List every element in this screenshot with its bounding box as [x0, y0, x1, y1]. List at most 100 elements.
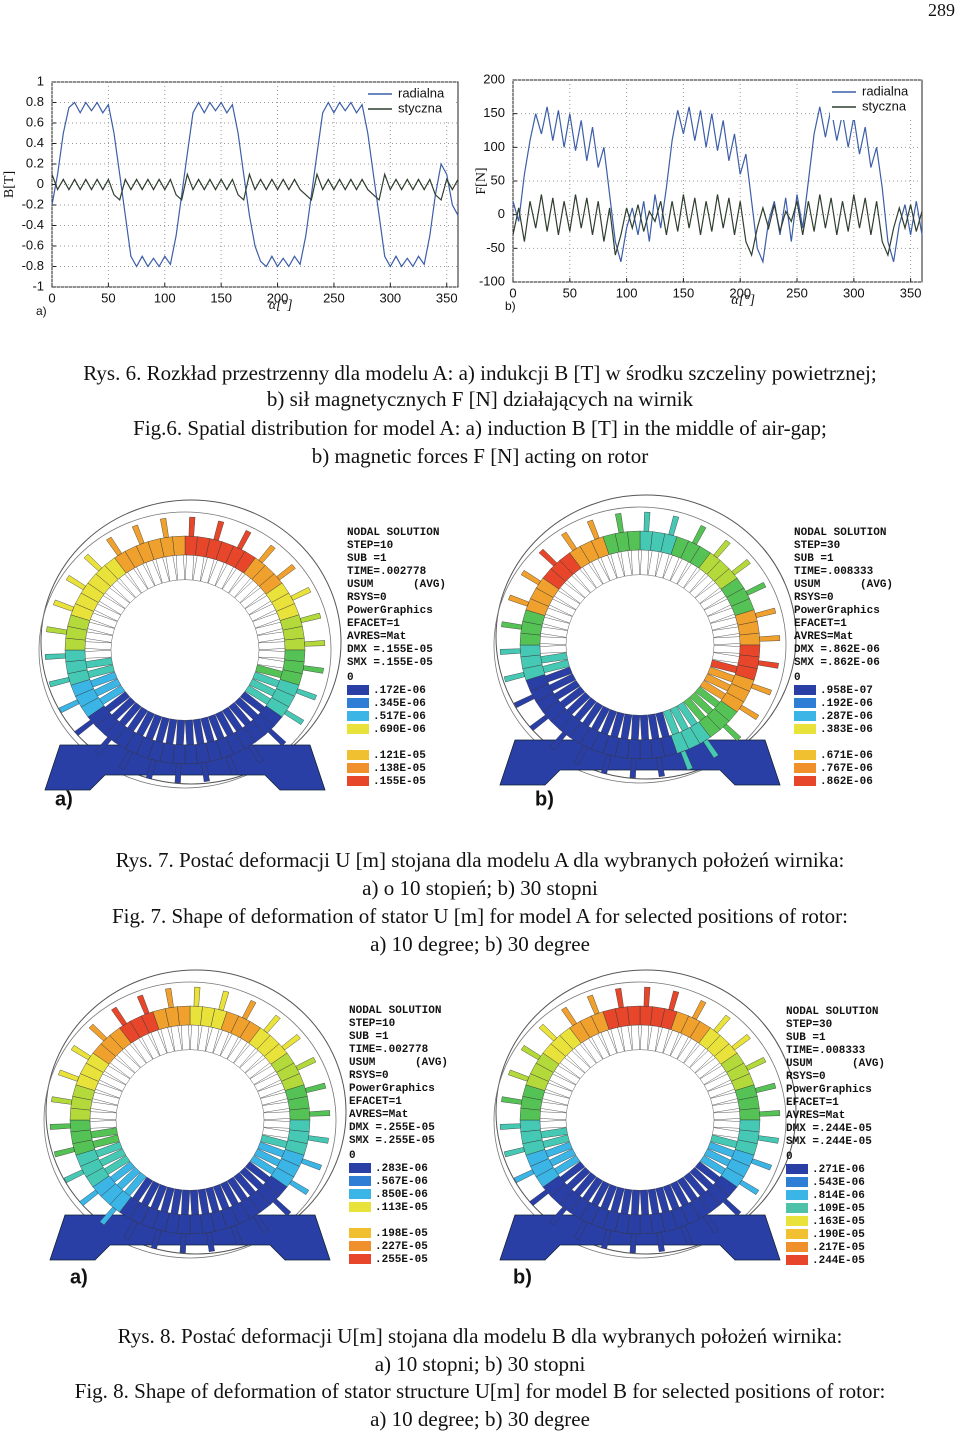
- solution-info: EFACET=1: [349, 1096, 402, 1108]
- contour-value: .192E-06: [820, 698, 873, 710]
- stator-tooth: [610, 1027, 625, 1054]
- stator-tooth: [703, 598, 731, 617]
- cooling-fin: [123, 1220, 138, 1240]
- cooling-fin: [643, 986, 651, 1007]
- stator-tooth: [181, 1024, 191, 1051]
- stator-tooth: [574, 568, 597, 593]
- stator-tooth: [713, 1119, 741, 1129]
- stator-tooth: [655, 1027, 670, 1054]
- contour-swatch: [349, 1202, 371, 1212]
- x-tick-label: 150: [210, 290, 232, 305]
- stator-tooth: [542, 659, 570, 674]
- stator-tooth: [670, 1180, 689, 1207]
- contour-swatch: [347, 698, 369, 708]
- cooling-fin: [58, 1069, 80, 1082]
- stator-tooth: [176, 719, 186, 746]
- cooling-fin: [304, 640, 326, 647]
- contour-swatch: [794, 724, 816, 734]
- stator-tooth: [540, 652, 568, 664]
- deformed-outline: [495, 969, 797, 1255]
- deformed-outline: [45, 969, 347, 1255]
- stator-tooth: [212, 1029, 230, 1056]
- solution-info: DMX =.244E-05: [786, 1123, 872, 1135]
- stator-tooth: [132, 1038, 154, 1064]
- contour-value: .198E-05: [375, 1228, 428, 1240]
- series-line: [512, 106, 923, 265]
- cooling-fin: [193, 986, 201, 1007]
- stator-tooth: [87, 664, 115, 679]
- cooling-fin: [656, 1231, 665, 1253]
- cooling-fin: [731, 1034, 751, 1051]
- contour-value: .958E-07: [820, 685, 873, 697]
- solution-info: SUB =1: [347, 553, 387, 565]
- stator-tooth: [215, 710, 234, 737]
- stator-tooth: [150, 1184, 168, 1211]
- stator-tooth: [244, 685, 271, 705]
- stator-tooth: [95, 1141, 123, 1158]
- deformed-outline: [495, 494, 797, 780]
- solution-info: NODAL SOLUTION: [786, 1006, 878, 1018]
- stator-tooth: [207, 714, 225, 741]
- stator-tooth: [694, 582, 721, 604]
- cooling-fin: [99, 1206, 117, 1226]
- solution-info: NODAL SOLUTION: [349, 1005, 441, 1017]
- stator-tooth: [662, 709, 680, 736]
- stator-tooth: [124, 1172, 147, 1197]
- cooling-fin: [63, 1169, 85, 1183]
- stator-tooth: [545, 1141, 573, 1158]
- cooling-fin: [750, 683, 772, 696]
- contour-value: .850E-06: [375, 1189, 428, 1201]
- stator-tooth: [631, 714, 641, 741]
- cooling-fin: [561, 1006, 577, 1026]
- stator-tooth: [631, 1189, 641, 1216]
- stator-tooth: [89, 1111, 117, 1121]
- y-tick-label: -50: [486, 240, 505, 255]
- caption-line: a) o 10 stopień; b) 30 stopni: [362, 876, 598, 900]
- contour-swatch: [347, 685, 369, 695]
- cooling-fin: [263, 1014, 281, 1034]
- stator-tooth: [549, 598, 577, 617]
- caption-line: Fig. 8. Shape of deformation of stator s…: [75, 1379, 886, 1403]
- y-tick-label: 200: [483, 71, 505, 86]
- y-tick-label: -0.2: [22, 196, 44, 211]
- stator-tooth: [94, 603, 122, 622]
- solution-info: AVRES=Mat: [786, 1110, 845, 1122]
- contour-value: .163E-05: [812, 1216, 865, 1228]
- stator-tooth: [694, 1161, 721, 1183]
- cooling-fin: [529, 714, 549, 731]
- stator-tooth: [610, 552, 625, 579]
- cooling-fin: [692, 1000, 707, 1020]
- cooling-fin: [295, 1057, 317, 1071]
- solution-info: PowerGraphics: [349, 1083, 435, 1095]
- stator-tooth: [127, 706, 149, 732]
- stator-tooth: [197, 1188, 210, 1215]
- stator-tooth: [192, 718, 205, 745]
- y-tick-label: 0.6: [26, 114, 44, 129]
- undeformed-outline: [493, 981, 787, 1259]
- legend-box: [830, 84, 920, 120]
- caption-line: b) sił magnetycznych F [N] działających …: [267, 387, 694, 411]
- stator-tooth: [539, 644, 567, 654]
- yoke-segment: [519, 1119, 541, 1133]
- y-tick-label: 0.4: [26, 135, 44, 150]
- stator-tooth: [215, 563, 234, 590]
- stator-model: [493, 494, 797, 786]
- stator-tooth: [150, 1029, 168, 1056]
- stator-tooth: [84, 641, 112, 651]
- contour-swatch: [794, 750, 816, 760]
- stator-tooth: [90, 671, 118, 688]
- cooling-fin: [501, 621, 523, 630]
- stator-tooth: [189, 1024, 199, 1051]
- stator-tooth: [647, 1025, 660, 1052]
- stator-tooth: [655, 711, 670, 738]
- contour-value: 0: [786, 1151, 793, 1163]
- contour-value: 0: [347, 672, 354, 684]
- stator-tooth: [540, 1127, 568, 1139]
- stator-tooth: [542, 616, 570, 631]
- stator-tooth: [554, 1155, 581, 1175]
- stator-tooth: [239, 1050, 264, 1074]
- stator-tooth: [220, 1180, 239, 1207]
- stator-tooth: [226, 1176, 248, 1202]
- stator-tooth: [539, 1111, 567, 1121]
